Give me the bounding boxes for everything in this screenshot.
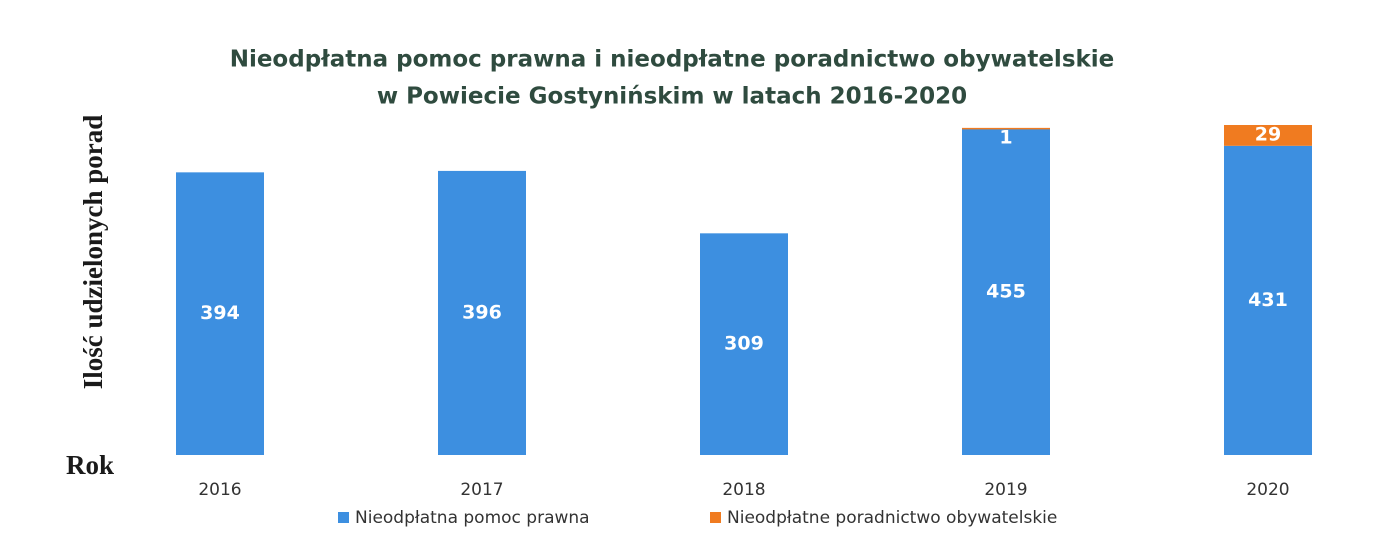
bar-segment <box>962 127 1050 130</box>
legend-label: Nieodpłatne poradnictwo obywatelskie <box>727 508 1057 528</box>
data-label: 1 <box>999 126 1012 148</box>
bar-segment <box>700 233 788 455</box>
data-label: 29 <box>1255 124 1281 146</box>
data-label: 394 <box>200 302 240 324</box>
x-tick-label: 2018 <box>722 480 765 500</box>
chart-subtitle: w Powiecie Gostynińskim w latach 2016-20… <box>377 84 967 110</box>
legend-label: Nieodpłatna pomoc prawna <box>355 508 590 528</box>
bar-segment <box>438 170 526 456</box>
bar-segment <box>962 128 1050 455</box>
x-tick-label: 2016 <box>198 480 241 500</box>
bar-segment <box>1224 125 1312 146</box>
data-label: 396 <box>462 301 502 323</box>
x-tick-label: 2020 <box>1246 480 1289 500</box>
legend-swatch <box>710 512 721 523</box>
data-label: 431 <box>1248 289 1288 311</box>
x-tick-label: 2019 <box>984 480 1027 500</box>
x-axis-label: Rok <box>66 450 114 480</box>
data-label: 309 <box>724 333 764 355</box>
bar-segment <box>1224 145 1312 455</box>
x-tick-label: 2017 <box>460 480 503 500</box>
chart-title: Nieodpłatna pomoc prawna i nieodpłatne p… <box>230 47 1115 73</box>
y-axis-label: Ilość udzielonych porad <box>78 115 108 390</box>
bar-segment <box>176 172 264 455</box>
legend-swatch <box>338 512 349 523</box>
data-label: 455 <box>986 280 1026 302</box>
